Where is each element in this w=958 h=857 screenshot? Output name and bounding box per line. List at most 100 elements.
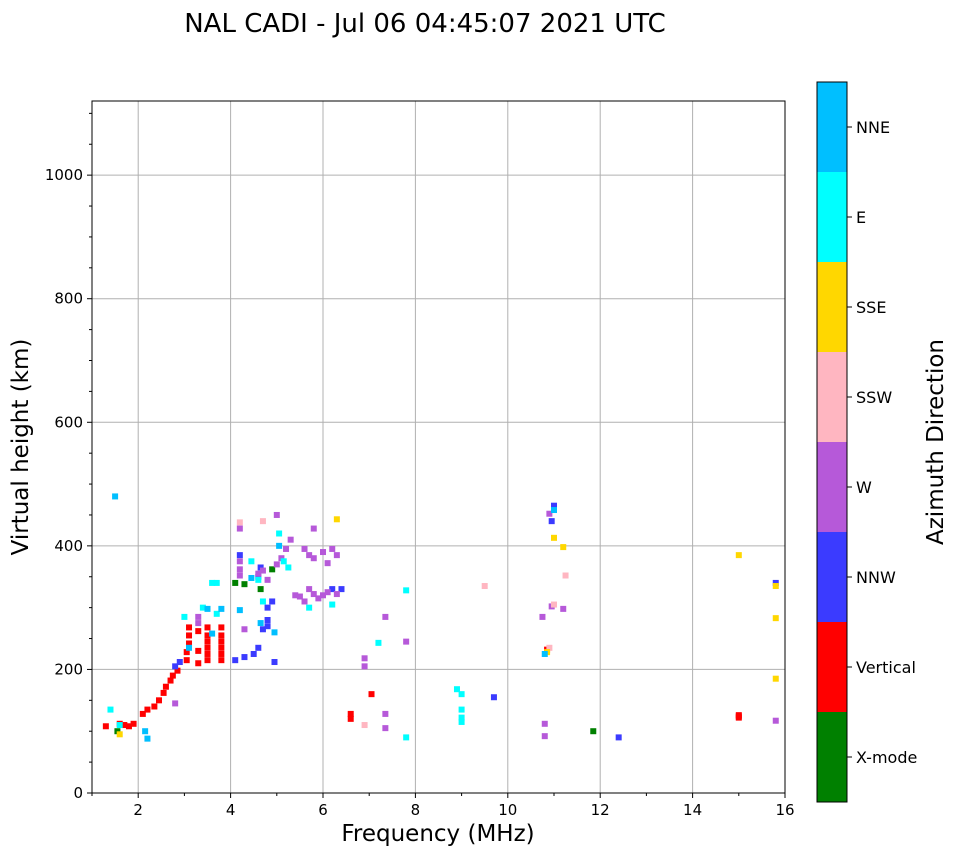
data-point — [772, 583, 779, 590]
data-point — [255, 576, 262, 583]
data-point — [142, 728, 149, 735]
colorbar-segment — [817, 622, 847, 712]
data-point — [236, 572, 243, 579]
data-point — [172, 700, 179, 707]
colorbar: X-mode Vertical NNW W SSW SSE E NNE — [816, 81, 917, 803]
y-tick-label: 600 — [54, 413, 83, 431]
data-point — [271, 659, 278, 666]
data-point — [236, 558, 243, 565]
data-point — [255, 573, 262, 580]
data-point — [241, 626, 248, 633]
data-point — [264, 576, 271, 583]
data-point — [248, 574, 255, 581]
data-point — [287, 536, 294, 543]
x-axis-ticks: 2 4 6 8 10 12 14 16 — [91, 793, 795, 819]
colorbar-segment — [817, 172, 847, 262]
data-point — [259, 518, 266, 525]
data-point — [241, 654, 248, 661]
y-axis-ticks: 0 200 400 600 800 1000 — [45, 112, 92, 802]
data-point — [174, 667, 181, 674]
data-point — [368, 691, 375, 698]
data-point — [232, 657, 239, 664]
data-point — [218, 605, 225, 612]
data-point — [735, 713, 742, 720]
data-point — [218, 644, 225, 651]
data-point — [195, 613, 202, 620]
colorbar-tick-label: NNW — [856, 568, 896, 587]
colorbar-tick-label: Vertical — [856, 658, 916, 677]
data-point — [183, 649, 190, 656]
data-point — [257, 620, 264, 627]
colorbar-segment — [817, 442, 847, 532]
data-point — [236, 566, 243, 573]
data-point — [213, 610, 220, 617]
y-tick-label: 200 — [54, 660, 83, 678]
data-point — [551, 507, 557, 514]
data-point — [458, 718, 465, 725]
data-point — [259, 567, 266, 574]
data-point — [276, 542, 283, 549]
data-point — [236, 525, 243, 532]
data-point — [264, 617, 271, 623]
data-point — [310, 525, 317, 532]
data-point — [285, 564, 292, 571]
data-point — [209, 630, 216, 637]
data-point — [278, 555, 285, 562]
data-point — [259, 626, 266, 633]
data-point — [195, 628, 202, 635]
data-point — [204, 638, 211, 645]
y-tick-label: 1000 — [45, 166, 83, 184]
data-point — [130, 720, 137, 727]
data-point — [155, 697, 162, 704]
colorbar-segment — [817, 532, 847, 622]
y-tick-label: 400 — [54, 537, 83, 555]
data-point — [347, 715, 354, 722]
data-point — [320, 549, 326, 556]
data-point — [324, 589, 331, 596]
x-tick-label: 8 — [411, 801, 421, 819]
data-point — [204, 644, 211, 651]
data-point — [546, 510, 553, 517]
x-axis-label: Frequency (MHz) — [341, 821, 534, 847]
data-point — [772, 615, 779, 622]
data-point — [218, 650, 225, 657]
data-point — [144, 706, 151, 713]
data-point — [301, 598, 308, 605]
data-point — [541, 720, 548, 727]
data-point — [218, 624, 225, 631]
data-point — [248, 558, 255, 565]
data-point — [276, 530, 283, 537]
data-point — [458, 691, 465, 698]
data-point — [204, 632, 211, 639]
data-point — [280, 558, 287, 565]
x-tick-label: 2 — [133, 801, 143, 819]
data-point — [375, 639, 382, 646]
data-point — [315, 595, 322, 602]
colorbar-tick-label: SSW — [856, 388, 892, 407]
data-point — [772, 675, 779, 682]
data-point — [271, 629, 278, 636]
data-point — [264, 604, 271, 611]
data-point — [121, 722, 128, 729]
data-point — [112, 493, 119, 500]
data-point — [204, 605, 211, 612]
data-point — [382, 710, 389, 717]
data-point — [551, 502, 557, 509]
data-point — [167, 677, 174, 684]
data-point — [195, 660, 202, 667]
data-point — [458, 706, 465, 713]
data-point — [273, 561, 280, 568]
data-point — [333, 591, 340, 598]
data-point — [361, 722, 368, 729]
data-point — [333, 516, 340, 523]
colorbar-label: Azimuth Direction — [923, 339, 949, 545]
data-point — [186, 644, 193, 651]
data-point — [772, 579, 779, 586]
data-point — [255, 644, 262, 651]
data-point — [151, 703, 158, 710]
colorbar-tick-label: X-mode — [856, 748, 917, 767]
data-point — [324, 560, 331, 567]
grid-lines — [92, 101, 785, 793]
colorbar-segment — [817, 712, 847, 802]
data-point — [560, 544, 567, 551]
